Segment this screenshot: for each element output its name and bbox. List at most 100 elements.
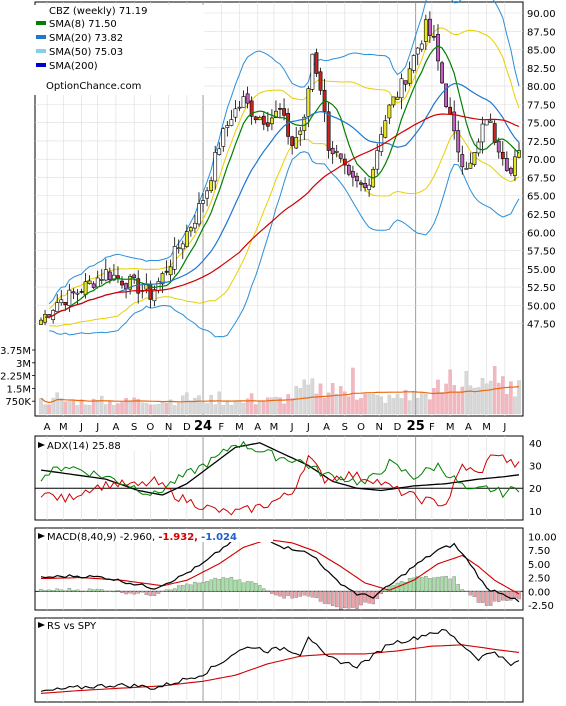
x-axis-label: O [357, 422, 365, 433]
macd-histogram-bar [363, 591, 367, 603]
candle-body [468, 162, 473, 169]
candle-body [87, 280, 92, 284]
volume-bar [334, 393, 339, 415]
volume-tick-label: 2.25M [0, 372, 31, 383]
candle-body [269, 117, 274, 125]
candle-body [257, 117, 262, 121]
x-axis-label: J [290, 422, 294, 433]
candle-body [59, 299, 64, 304]
volume-bar [185, 392, 189, 415]
volume-bar [176, 402, 181, 415]
candle-body [460, 154, 465, 168]
macd-histogram-bar [509, 591, 513, 601]
macd-histogram-bar [444, 575, 448, 592]
volume-bar [205, 403, 209, 415]
macd-histogram-bar [43, 590, 47, 592]
candle-body [391, 96, 396, 106]
sma-50-line [45, 113, 520, 318]
volume-bar [104, 404, 108, 415]
macd-histogram-bar [87, 588, 92, 592]
macd-legend: MACD(8,40,9) -2.960, -1.932, -1.024 [37, 530, 273, 543]
macd-histogram-bar [176, 585, 181, 592]
candle-body [120, 280, 124, 286]
x-axis-label: A [44, 422, 51, 433]
price-tick-label: 82.50 [527, 64, 556, 75]
candle-body [160, 273, 165, 285]
candle-body [387, 104, 392, 119]
price-tick-label: 52.50 [527, 283, 556, 294]
macd-tick-label: 5.00 [528, 560, 550, 571]
macd-histogram-bar [468, 591, 473, 596]
macd-histogram-bar [420, 577, 424, 592]
volume-bar [310, 378, 315, 415]
candle-body [517, 150, 521, 158]
candle-body [152, 289, 157, 302]
volume-bar [355, 399, 359, 415]
candle-body [188, 227, 193, 232]
volume-bar [375, 395, 379, 415]
volume-bar [221, 405, 226, 415]
candle-body [464, 168, 469, 170]
macd-histogram-bar [237, 579, 242, 592]
macd-histogram-bar [428, 578, 432, 592]
macd-histogram-bar [460, 589, 465, 592]
macd-histogram-bar [185, 583, 189, 592]
x-axis-label: A [254, 422, 261, 433]
volume-bar [144, 403, 149, 415]
macd-histogram-bar [488, 591, 493, 606]
volume-bar [339, 386, 343, 415]
volume-bar [67, 401, 72, 415]
volume-bar [160, 401, 165, 415]
macd-histogram-bar [67, 588, 72, 592]
volume-bar [270, 397, 274, 415]
candle-body [334, 150, 339, 153]
macd-histogram-bar [75, 589, 80, 592]
keltner-lower [49, 132, 520, 327]
candle-body [432, 35, 436, 38]
price-tick-label: 67.50 [527, 173, 556, 184]
macd-histogram-bar [294, 591, 298, 598]
price-tick-label: 60.00 [527, 228, 556, 239]
macd-histogram-bar [282, 591, 286, 599]
candle-body [99, 279, 104, 281]
macd-histogram-bar [448, 578, 452, 592]
macd-line [40, 534, 520, 603]
adx-title: ADX(14) 25.88 [47, 441, 121, 452]
candle-body [43, 314, 47, 323]
macd-histogram-bar [241, 582, 246, 592]
macd-histogram-bar [213, 577, 217, 592]
candle-body [427, 18, 432, 36]
volume-bar [456, 391, 460, 415]
volume-bar [201, 402, 205, 415]
macd-tick-label: 0.00 [528, 587, 550, 598]
macd-histogram-bar [326, 591, 331, 605]
macd-histogram-bar [347, 591, 351, 609]
volume-bar [112, 405, 116, 415]
candle-body [107, 271, 112, 281]
macd-histogram-bar [480, 591, 485, 603]
volume-bar [440, 392, 444, 415]
candle-body [330, 147, 335, 155]
macd-tick-label: 2.50 [528, 574, 550, 585]
candle-body [116, 275, 120, 279]
candle-body [286, 113, 291, 137]
macd-histogram-bar [298, 591, 303, 597]
candle-body [265, 122, 270, 127]
macd-histogram-bar [217, 579, 221, 592]
rs-line [40, 628, 520, 692]
candle-body [448, 106, 453, 115]
macd-histogram-bar [472, 591, 477, 597]
adx-series-di [40, 454, 520, 516]
candle-body [245, 93, 250, 104]
macd-histogram-bar [233, 579, 238, 592]
macd-histogram-bar [249, 581, 254, 592]
volume-bar [484, 383, 489, 415]
candle-body [314, 52, 319, 74]
rs-title: RS vs SPY [47, 621, 97, 632]
volume-bar [403, 389, 408, 415]
adx-tick-label: 30 [529, 462, 542, 473]
legend-label-sma20: SMA(20) 73.82 [49, 33, 123, 44]
volume-bar [51, 397, 55, 415]
price-tick-label: 77.50 [527, 100, 556, 111]
